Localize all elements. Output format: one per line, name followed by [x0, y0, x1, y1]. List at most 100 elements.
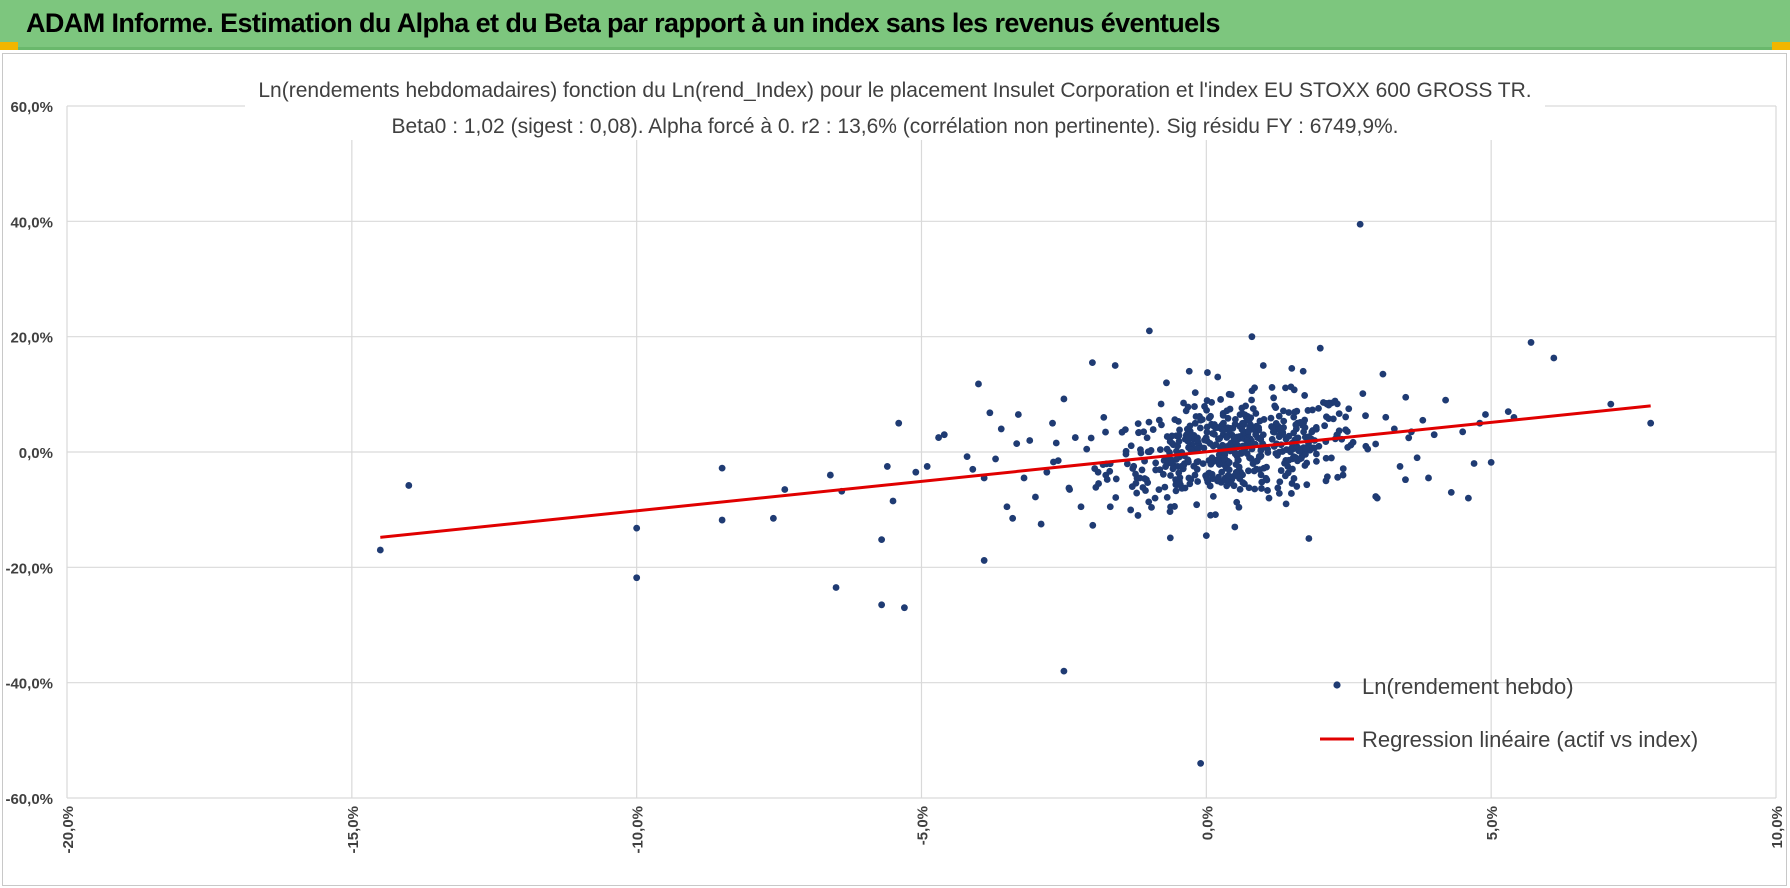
data-point — [1372, 493, 1380, 500]
data-point — [1106, 503, 1114, 511]
data-point — [1223, 482, 1231, 490]
data-point — [1304, 407, 1312, 414]
data-point — [1147, 446, 1155, 454]
grid-lines — [66, 105, 1777, 799]
data-point — [1200, 444, 1208, 452]
data-point — [1487, 458, 1495, 466]
data-point — [1077, 503, 1085, 511]
data-point — [1320, 399, 1327, 406]
data-point — [1141, 475, 1149, 482]
data-point — [1151, 494, 1159, 502]
data-point — [1304, 434, 1312, 442]
data-point — [1214, 373, 1222, 381]
data-point — [405, 482, 413, 489]
data-point — [1052, 439, 1060, 447]
data-point — [1260, 416, 1268, 423]
data-point — [1215, 459, 1223, 467]
data-point — [1356, 220, 1364, 228]
data-point — [1032, 493, 1039, 501]
data-point — [1236, 485, 1244, 493]
data-point — [1322, 454, 1330, 462]
data-point — [1289, 465, 1296, 473]
data-point — [1202, 532, 1210, 540]
data-point — [1390, 425, 1398, 433]
data-point — [1425, 474, 1432, 482]
data-point — [1227, 391, 1235, 399]
data-point — [1167, 472, 1174, 479]
data-point — [1122, 447, 1130, 455]
data-point — [1172, 456, 1180, 463]
data-point — [633, 574, 641, 582]
x-tick-label: 0,0% — [1199, 806, 1216, 840]
data-point — [1372, 440, 1380, 448]
data-point — [1207, 511, 1214, 519]
chart-title: Ln(rendements hebdomadaires) fonction du… — [258, 79, 1531, 102]
data-point — [1297, 454, 1305, 462]
data-point — [1276, 425, 1284, 433]
header-bar: ADAM Informe. Estimation du Alpha et du … — [0, 0, 1790, 50]
data-point — [826, 471, 834, 479]
data-point — [1413, 454, 1421, 462]
data-point — [1121, 426, 1129, 434]
data-point — [1191, 471, 1199, 479]
data-point — [1175, 469, 1183, 477]
data-point — [1209, 458, 1217, 466]
data-point — [878, 536, 886, 544]
data-point — [878, 601, 886, 609]
data-point — [1342, 413, 1350, 421]
data-point — [1245, 428, 1252, 435]
data-point — [1359, 390, 1367, 398]
data-point — [1225, 466, 1233, 474]
data-point — [1049, 419, 1056, 427]
data-point — [1279, 407, 1287, 415]
x-tick-label: -15,0% — [345, 806, 362, 854]
data-point — [1206, 482, 1214, 490]
data-point — [718, 516, 726, 524]
data-point — [1168, 432, 1176, 440]
data-point — [1148, 503, 1155, 511]
data-point — [1382, 413, 1390, 421]
data-point — [1303, 459, 1311, 467]
data-point — [769, 514, 777, 522]
data-point — [1288, 364, 1296, 372]
data-point — [1163, 379, 1170, 387]
x-tick-label: 5,0% — [1484, 806, 1501, 840]
data-point — [1203, 397, 1211, 404]
chart-frame — [2, 53, 1787, 886]
data-point — [1225, 459, 1233, 466]
data-point — [1231, 523, 1239, 531]
data-point — [1013, 440, 1021, 448]
data-point — [1270, 394, 1278, 402]
data-point — [1218, 468, 1226, 476]
data-point — [1343, 428, 1351, 435]
data-point — [1091, 465, 1099, 472]
data-point — [1379, 370, 1387, 378]
data-point — [1334, 473, 1342, 481]
data-point — [1287, 448, 1294, 456]
data-point — [1083, 445, 1091, 453]
data-point — [1241, 411, 1249, 419]
data-point — [1247, 455, 1255, 463]
data-point — [1248, 396, 1255, 404]
data-point — [633, 524, 641, 532]
data-point — [1145, 327, 1153, 335]
data-point — [1157, 400, 1165, 408]
data-point — [1231, 435, 1238, 442]
data-point — [1175, 437, 1183, 445]
data-point — [1245, 484, 1253, 492]
data-point — [1329, 415, 1337, 423]
data-point — [1127, 442, 1135, 450]
data-point — [1323, 473, 1331, 481]
y-tick-label: -60,0% — [5, 791, 53, 808]
data-point — [1138, 466, 1146, 474]
data-point — [1194, 437, 1201, 444]
data-point — [1221, 455, 1229, 462]
data-point — [1310, 444, 1318, 452]
data-point — [1203, 428, 1211, 436]
data-point — [1279, 431, 1287, 438]
data-point — [1100, 414, 1108, 421]
data-point — [940, 431, 948, 439]
data-point — [1402, 476, 1409, 484]
data-point — [1009, 514, 1017, 522]
data-point — [1180, 399, 1187, 407]
